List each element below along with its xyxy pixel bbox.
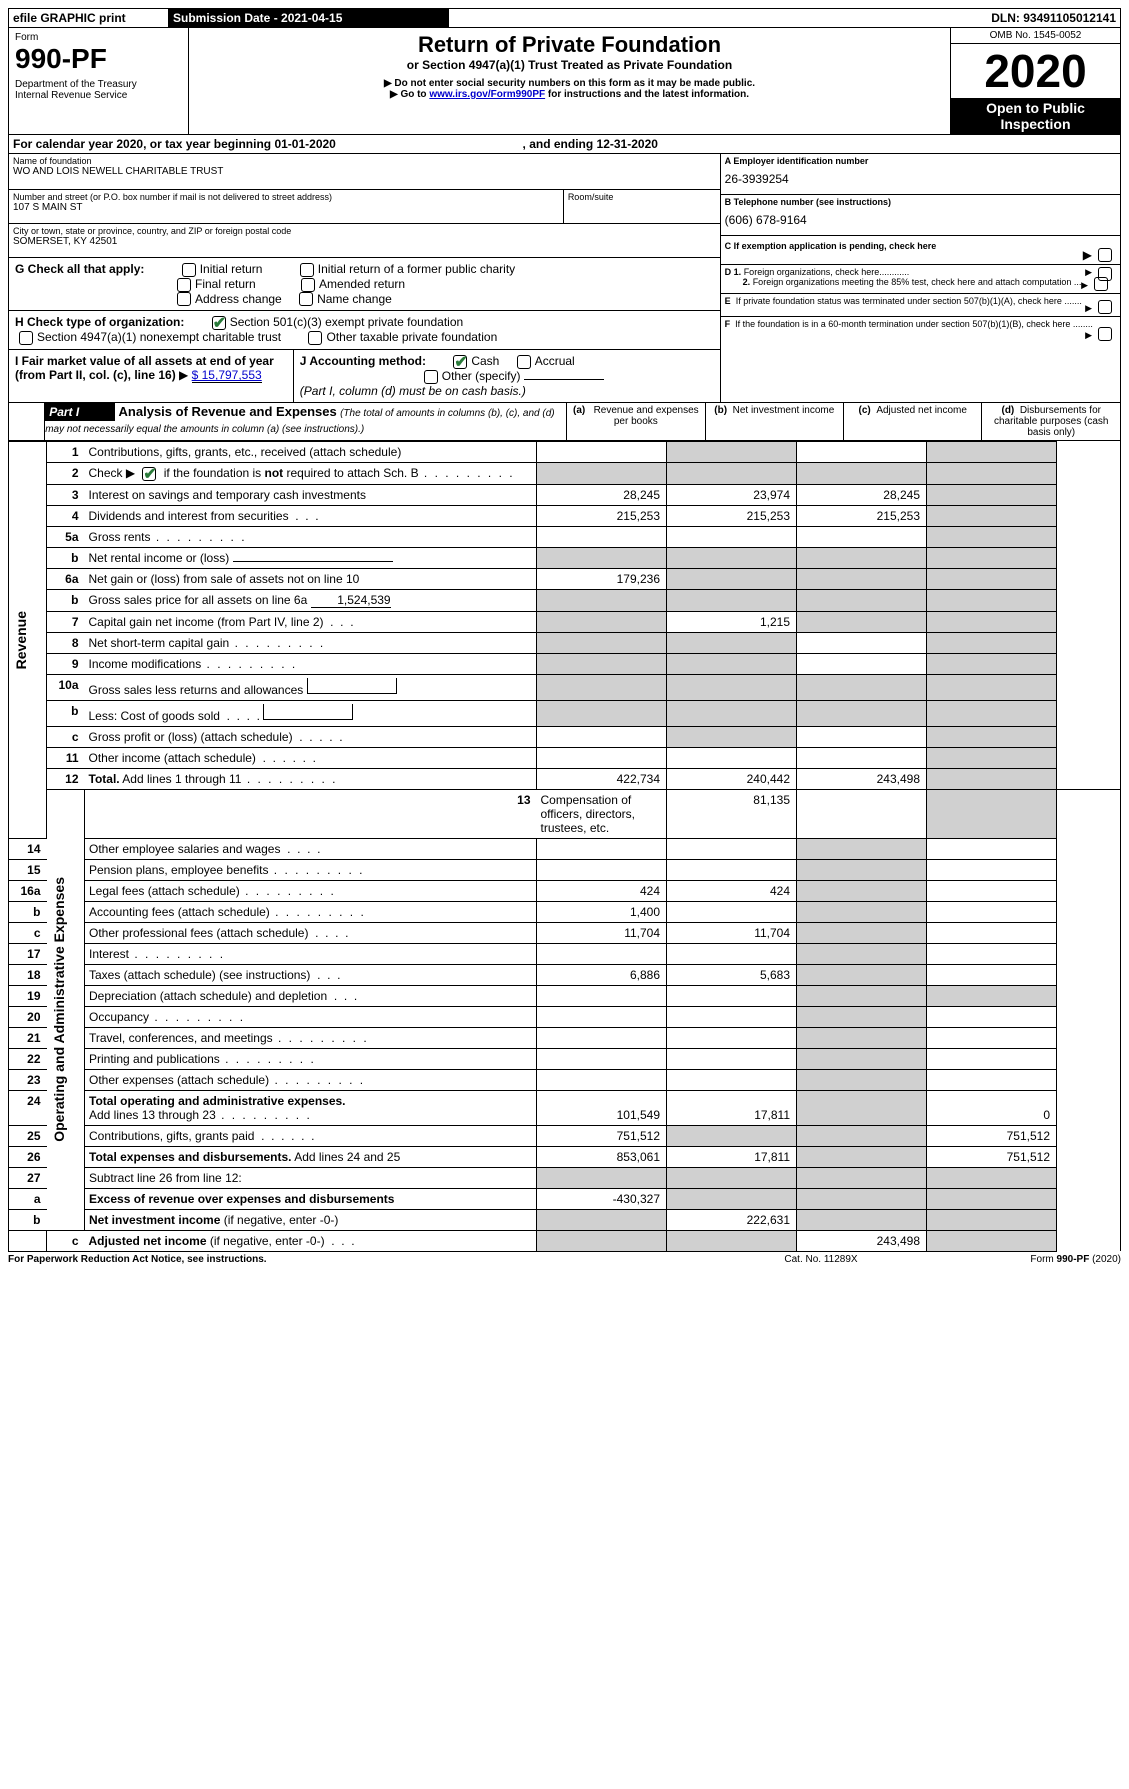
j-note: (Part I, column (d) must be on cash basi… (300, 384, 526, 398)
header-note2: ▶ Go to www.irs.gov/Form990PF for instru… (195, 89, 944, 100)
name-label: Name of foundation (13, 156, 716, 166)
foundation-city: SOMERSET, KY 42501 (13, 236, 716, 247)
dln-label: DLN: 93491105012141 (991, 11, 1116, 25)
footer-right: Form 990-PF (2020) (921, 1254, 1121, 1265)
g-label: G Check all that apply: (15, 262, 144, 276)
checkbox-4947a1[interactable] (19, 331, 33, 345)
section-g: G Check all that apply: Initial return I… (9, 258, 720, 311)
col-c-header: (c) Adjusted net income (844, 403, 982, 441)
room-label: Room/suite (568, 192, 716, 202)
checkbox-accrual[interactable] (517, 355, 531, 369)
c-label: C If exemption application is pending, c… (725, 241, 937, 251)
ein-value: 26-3939254 (725, 166, 1116, 192)
submission-date: Submission Date - 2021-04-15 (173, 11, 342, 25)
fmv-link[interactable]: $ 15,797,553 (192, 368, 262, 383)
efile-label: efile GRAPHIC print (13, 11, 126, 25)
dept-line2: Internal Revenue Service (15, 90, 182, 101)
header-note1: ▶ Do not enter social security numbers o… (195, 78, 944, 89)
top-bar: efile GRAPHIC print Submission Date - 20… (8, 8, 1121, 28)
expenses-section-label: Operating and Administrative Expenses (51, 877, 67, 1142)
city-label: City or town, state or province, country… (13, 226, 716, 236)
form-header: Form 990-PF Department of the Treasury I… (8, 28, 1121, 135)
checkbox-final-return[interactable] (177, 278, 191, 292)
checkbox-status-terminated[interactable] (1098, 300, 1112, 314)
form-title: Return of Private Foundation (195, 32, 944, 58)
ein-label: A Employer identification number (725, 156, 1116, 166)
dept-line1: Department of the Treasury (15, 79, 182, 90)
col-b-header: (b) Net investment income (705, 403, 843, 441)
j-label: J Accounting method: (300, 354, 426, 368)
checkbox-85pct-test[interactable] (1094, 277, 1108, 291)
checkbox-initial-return[interactable] (182, 263, 196, 277)
checkbox-cash[interactable] (453, 355, 467, 369)
foundation-name: WO AND LOIS NEWELL CHARITABLE TRUST (13, 166, 716, 177)
checkbox-other-taxable[interactable] (308, 331, 322, 345)
omb-number: OMB No. 1545-0052 (951, 28, 1120, 44)
checkbox-exemption-pending[interactable] (1098, 248, 1112, 262)
revenue-section-label: Revenue (13, 611, 29, 669)
form-subtitle: or Section 4947(a)(1) Trust Treated as P… (195, 58, 944, 72)
open-public: Open to Public Inspection (951, 98, 1120, 134)
section-h: H Check type of organization: Section 50… (9, 311, 720, 350)
calendar-year-line: For calendar year 2020, or tax year begi… (8, 135, 1121, 154)
identification-block: Name of foundation WO AND LOIS NEWELL CH… (8, 154, 1121, 403)
tel-label: B Telephone number (see instructions) (725, 197, 1116, 207)
part1-label: Part I (45, 403, 115, 421)
checkbox-sch-b-not-required[interactable] (142, 467, 156, 481)
checkbox-amended-return[interactable] (301, 278, 315, 292)
addr-label: Number and street (or P.O. box number if… (13, 192, 559, 202)
checkbox-initial-former[interactable] (300, 263, 314, 277)
col-d-header: (d) Disbursements for charitable purpose… (982, 403, 1121, 441)
tel-value: (606) 678-9164 (725, 207, 1116, 233)
part1-header: Part I Analysis of Revenue and Expenses … (8, 403, 1121, 441)
h-label: H Check type of organization: (15, 315, 184, 329)
checkbox-other-method[interactable] (424, 370, 438, 384)
checkbox-501c3[interactable] (212, 316, 226, 330)
part1-body: Revenue 1 Contributions, gifts, grants, … (8, 441, 1121, 1252)
col-a-header: (a) Revenue and expenses per books (567, 403, 705, 441)
irs-link[interactable]: www.irs.gov/Form990PF (429, 89, 545, 100)
form-number: 990-PF (15, 43, 182, 75)
checkbox-name-change[interactable] (299, 292, 313, 306)
footer-left: For Paperwork Reduction Act Notice, see … (8, 1254, 721, 1265)
footer-cat: Cat. No. 11289X (721, 1254, 921, 1265)
foundation-addr: 107 S MAIN ST (13, 202, 559, 213)
tax-year: 2020 (951, 44, 1120, 98)
form-word: Form (15, 32, 182, 43)
checkbox-60month-termination[interactable] (1098, 327, 1112, 341)
checkbox-address-change[interactable] (177, 292, 191, 306)
part1-title: Analysis of Revenue and Expenses (119, 404, 337, 419)
page-footer: For Paperwork Reduction Act Notice, see … (8, 1254, 1121, 1265)
